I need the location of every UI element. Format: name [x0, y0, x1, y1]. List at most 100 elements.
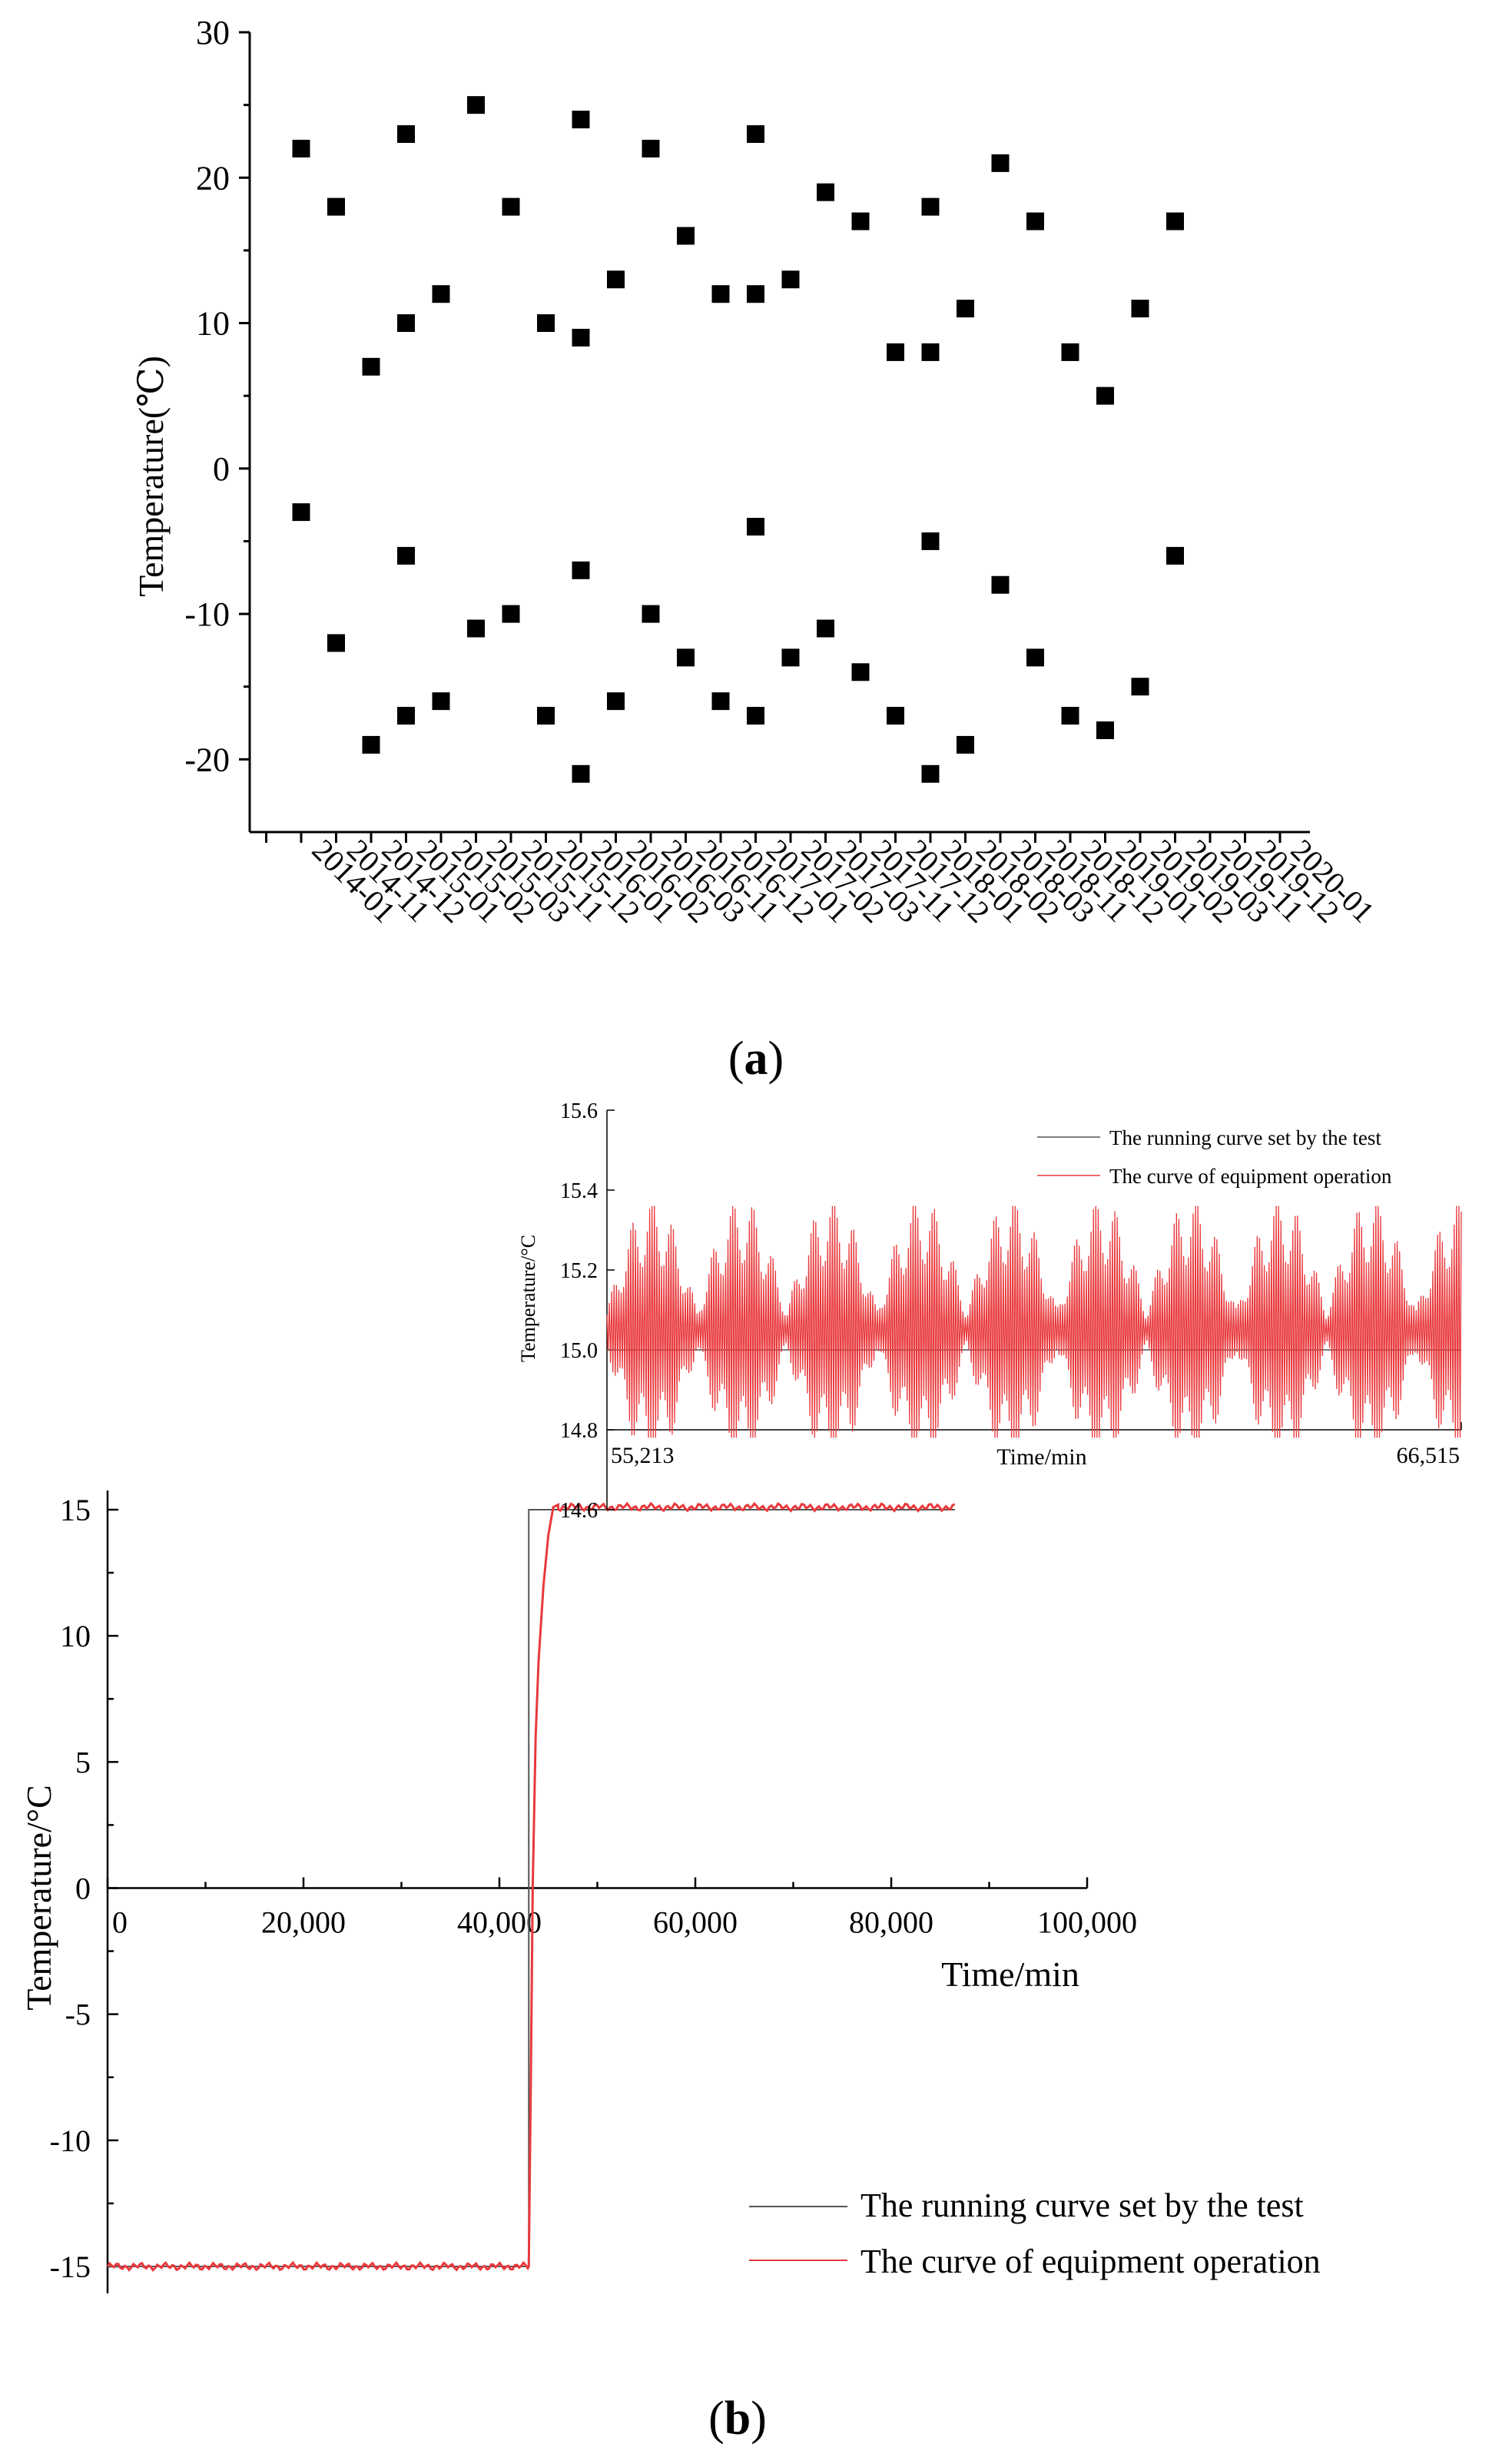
inset-legend-label-set-curve: The running curve set by the test [1109, 1126, 1381, 1149]
inset-y-tick-label: 15.0 [560, 1339, 598, 1363]
scatter-point [537, 314, 555, 333]
line-y-tick-label: 15 [60, 1493, 91, 1527]
line-y-tick-label: 5 [75, 1745, 91, 1779]
scatter-point [537, 707, 555, 725]
scatter-point [991, 575, 1010, 594]
inset-chart: 15.6 15.4 15.2 15.0 14.8 14.6 55,213 66,515 T… [517, 1099, 1462, 1523]
scatter-point [991, 154, 1010, 172]
scatter-point [887, 707, 904, 725]
scatter-point [887, 343, 904, 361]
scatter-point [921, 764, 940, 783]
scatter-point [1061, 343, 1079, 361]
scatter-point [502, 605, 520, 623]
scatter-axes [248, 32, 1310, 834]
inset-series [606, 1205, 1462, 1438]
scatter-point [781, 270, 800, 289]
scatter-point [1026, 212, 1044, 230]
scatter-point [1096, 721, 1114, 740]
scatter-y-ticks: 30 20 10 0 -10 -20 [184, 14, 250, 778]
scatter-point [397, 707, 415, 725]
scatter-point [851, 212, 870, 230]
scatter-point [921, 532, 940, 550]
inset-y-tick-label: 15.6 [560, 1099, 598, 1123]
inset-x-axis-label: Time/min [996, 1444, 1086, 1470]
inset-y-tick-label: 14.8 [560, 1419, 598, 1443]
scatter-y-axis-label: Temperature(℃) [131, 356, 171, 597]
line-x-tick-label: 0 [112, 1905, 128, 1940]
scatter-point [1166, 546, 1184, 565]
scatter-point [467, 619, 485, 638]
line-x-tick-label: 80,000 [849, 1905, 933, 1940]
scatter-point [1026, 648, 1044, 667]
caption-a: (a) [728, 1033, 784, 1085]
scatter-y-tick-label: -10 [184, 595, 230, 633]
scatter-point [1061, 707, 1079, 725]
scatter-point [397, 314, 415, 333]
scatter-x-ticks: 2014-012014-112014-122015-012015-022015-… [265, 832, 1381, 930]
scatter-point [572, 111, 590, 129]
scatter-point [957, 300, 974, 318]
scatter-point [292, 139, 310, 158]
scatter-point [397, 546, 415, 565]
line-x-axis-label: Time/min [941, 1955, 1079, 1994]
line-x-tick-label: 20,000 [261, 1905, 346, 1940]
inset-y-tick-label: 15.2 [560, 1259, 598, 1283]
scatter-point [572, 764, 590, 783]
legend-label-equipment: The curve of equipment operation [860, 2243, 1321, 2280]
caption-b: (b) [708, 2392, 767, 2445]
scatter-point [747, 285, 764, 303]
scatter-point [432, 692, 450, 711]
inset-y-ticks: 15.6 15.4 15.2 15.0 14.8 14.6 [560, 1099, 615, 1523]
scatter-point [817, 183, 834, 201]
scatter-point [642, 139, 660, 158]
scatter-point [921, 197, 940, 216]
scatter-point [362, 735, 380, 754]
legend-label-set-curve: The running curve set by the test [860, 2187, 1304, 2224]
scatter-chart-a: 30 20 10 0 -10 -20 2014-012014-112014-122015-… [131, 14, 1381, 930]
scatter-point [677, 227, 695, 245]
line-axes [106, 1490, 1087, 2293]
scatter-y-tick-label: 10 [196, 305, 230, 343]
line-y-axis-label: Temperature/°C [19, 1785, 58, 2011]
inset-x-tick-end: 66,515 [1397, 1443, 1461, 1468]
inset-y-tick-label: 14.6 [560, 1499, 598, 1523]
line-y-tick-label: -5 [65, 1998, 91, 2032]
line-y-tick-label: -15 [50, 2250, 91, 2284]
scatter-point [607, 270, 625, 289]
line-y-ticks: 15 10 5 0 -5 -10 -15 [50, 1493, 118, 2284]
line-series [106, 1501, 956, 2272]
scatter-point [1131, 300, 1149, 318]
inset-equipment-curve-line [606, 1205, 1462, 1438]
line-x-tick-label: 60,000 [653, 1905, 738, 1940]
scatter-point [642, 605, 660, 623]
line-legend: The running curve set by the test The cu… [749, 2187, 1321, 2280]
scatter-y-tick-label: -20 [184, 741, 230, 778]
scatter-point [502, 197, 520, 216]
scatter-point [327, 634, 345, 652]
scatter-point [921, 343, 940, 361]
scatter-point [467, 96, 485, 114]
scatter-y-tick-label: 30 [196, 14, 230, 51]
scatter-point [781, 648, 800, 667]
scatter-point [817, 619, 834, 638]
line-x-tick-label: 40,000 [457, 1905, 542, 1940]
line-y-tick-label: 0 [75, 1872, 91, 1906]
scatter-point [397, 124, 415, 143]
scatter-point [607, 692, 625, 711]
inset-y-tick-label: 15.4 [560, 1179, 598, 1203]
scatter-point [572, 561, 590, 579]
scatter-point [1131, 678, 1149, 696]
line-y-tick-label: 10 [60, 1619, 91, 1653]
scatter-point [747, 518, 764, 536]
inset-legend: The running curve set by the test The cu… [1037, 1126, 1392, 1188]
line-y-tick-label: -10 [50, 2124, 91, 2158]
scatter-y-tick-label: 0 [213, 450, 230, 488]
scatter-point [432, 285, 450, 303]
scatter-point [327, 197, 345, 216]
scatter-point [1166, 212, 1184, 230]
equipment-curve-line [106, 1501, 956, 2272]
scatter-point [851, 663, 870, 681]
scatter-point [572, 328, 590, 346]
scatter-point [711, 285, 730, 303]
